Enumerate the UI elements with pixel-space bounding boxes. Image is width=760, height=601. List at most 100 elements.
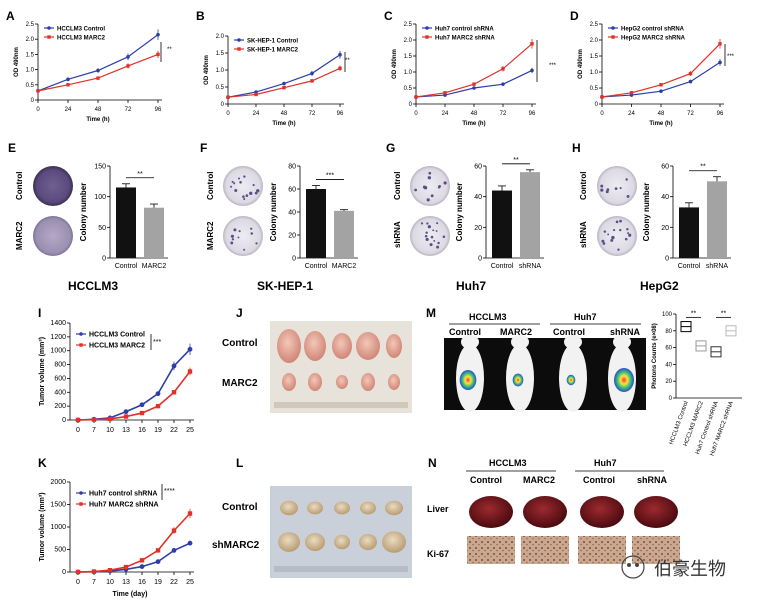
x-tick-label: 22: [170, 427, 178, 434]
x-tick-label: 24: [253, 111, 260, 117]
y-tick-label: 1.5: [216, 51, 225, 57]
x-tick-label: 24: [65, 107, 72, 113]
sig-label: **: [137, 171, 143, 178]
colony-dot: [614, 187, 618, 190]
chart-f-colony-bar: 0 20 40 60 80 Colony number Control MARC2 ***: [269, 164, 358, 270]
panel-letter-c: C: [384, 9, 393, 23]
data-point: [139, 402, 145, 408]
ruler-l: [274, 566, 408, 572]
tumor-shmarc2: [278, 532, 300, 552]
tumor-control: [307, 501, 323, 515]
y-tick-label: 200: [54, 403, 66, 410]
x-tick-label: 19: [154, 427, 162, 434]
legend-label: HCCLM3 Control: [57, 27, 105, 33]
colony-dot: [628, 234, 631, 237]
colony-dot: [243, 175, 246, 178]
colony-dot: [627, 232, 630, 235]
data-point: [66, 83, 70, 87]
x-tick-label: 25: [186, 427, 194, 434]
colony-dots: [230, 171, 632, 251]
y-tick-label: 0: [478, 256, 482, 263]
n-col-label-2: MARC2: [523, 475, 555, 485]
data-point: [96, 68, 100, 73]
x-tick-label: 22: [170, 579, 178, 586]
x-axis-label: Time (h): [272, 121, 295, 127]
legend-label: Huh7 control shRNA: [435, 27, 494, 33]
x-tick-label: 0: [600, 111, 604, 117]
y-tick-label: 1.0: [26, 68, 35, 74]
data-point: [139, 410, 145, 416]
tumors-l: [278, 500, 406, 553]
colony-dot: [238, 230, 241, 233]
y-axis-label: OD 490nm: [392, 49, 398, 79]
colony-dot: [611, 235, 615, 240]
m-group-label-1: HCCLM3: [469, 312, 507, 322]
bar-shrna: [520, 172, 540, 258]
bar-control: [116, 187, 136, 258]
sig-c: ***: [549, 63, 557, 69]
y-tick-label: 100: [662, 312, 673, 318]
colony-dot: [432, 229, 435, 232]
y-tick-label: 2.0: [26, 37, 35, 43]
colony-dot: [237, 236, 240, 239]
tumor-shmarc2: [334, 534, 350, 550]
series-line-blue: [77, 542, 191, 573]
chart-i-tumor-volume: 0 200 400 600 800 1000 1200 1400 0 7 10 13 16 19 22 25 T…: [39, 320, 194, 434]
x-tick-label: 0: [36, 107, 40, 113]
mouse-head: [613, 335, 631, 349]
colony-plate-image: [223, 216, 263, 256]
data-point: [75, 417, 81, 423]
sig-label: **: [691, 310, 697, 317]
m-col-label-2: MARC2: [500, 327, 532, 337]
category-label: shRNA: [519, 263, 542, 270]
data-point: [107, 568, 113, 573]
tumor-control: [385, 500, 403, 516]
x-tick-label: 16: [138, 579, 146, 586]
cell-line-title-skhep1: SK-HEP-1: [257, 279, 313, 293]
data-point: [414, 95, 418, 99]
panel-letter-a: A: [6, 9, 15, 23]
legend-marker: [47, 26, 51, 30]
legend-marker: [611, 26, 615, 30]
colony-plate-image: [410, 166, 450, 206]
colony-dot: [256, 189, 260, 193]
chart-h-colony-bar: 0 20 40 60 Colony number Control shRNA **: [642, 164, 731, 270]
colony-dot: [602, 242, 606, 245]
data-point: [718, 42, 722, 46]
y-tick-label: 0: [62, 569, 66, 576]
data-point: [187, 369, 193, 374]
x-tick-label: 25: [186, 579, 194, 586]
data-point: [226, 95, 230, 99]
series-line-blue: [37, 34, 159, 92]
data-point: [171, 528, 177, 533]
y-axis-label: OD 490nm: [578, 49, 584, 79]
y-tick-label: 1.5: [590, 54, 599, 60]
liver-organ: [523, 496, 567, 528]
colony-plate-image: [33, 166, 73, 206]
tumor-control: [360, 501, 376, 515]
data-point: [123, 414, 129, 419]
data-point: [126, 55, 130, 59]
y-tick-label: 2.5: [26, 22, 35, 28]
tumor-shmarc2: [359, 533, 377, 551]
sig-d: ***: [727, 54, 735, 60]
tumor-marc2: [282, 373, 296, 391]
cell-line-title-hepg2: HepG2: [640, 279, 679, 293]
mouse-head: [564, 335, 582, 349]
category-label: Control: [678, 263, 701, 270]
data-point: [123, 409, 129, 415]
bioluminescence-signal: [512, 373, 524, 387]
y-tick-label: 40: [665, 362, 672, 368]
legend-label: SK-HEP-1 MARC2: [247, 48, 299, 54]
data-point: [659, 89, 663, 93]
y-axis-label: Tumor volume (mm³): [39, 492, 46, 561]
panel-letter-f: F: [200, 141, 207, 155]
ki67-stain-image: [467, 536, 515, 564]
n-col-label-4: shRNA: [637, 475, 668, 485]
colony-dot: [230, 185, 233, 188]
colony-dot: [249, 191, 253, 196]
data-point: [171, 548, 177, 553]
colony-dot: [426, 222, 429, 225]
tumor-shmarc2: [305, 533, 325, 551]
colony-dot: [237, 177, 241, 180]
